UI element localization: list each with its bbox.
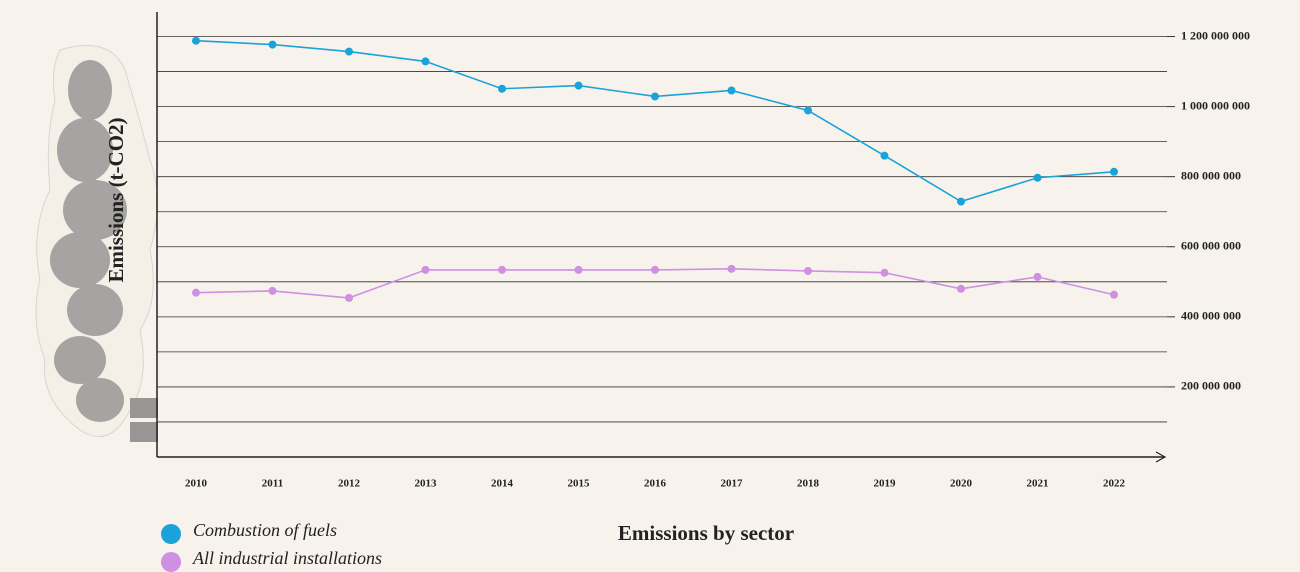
data-point [268, 40, 277, 49]
data-point [421, 265, 430, 274]
legend-label: Combustion of fuels [193, 520, 337, 540]
x-tick-label: 2022 [1103, 478, 1126, 490]
data-point [1033, 272, 1042, 281]
data-point [727, 86, 736, 95]
data-point [1110, 290, 1118, 299]
data-point [268, 286, 277, 295]
data-point [957, 197, 965, 206]
smoke-illustration [35, 45, 158, 442]
x-axis-arrow [1155, 451, 1167, 463]
x-tick-label: 2011 [262, 478, 283, 490]
x-tick-label: 2014 [491, 478, 514, 490]
data-point [192, 288, 200, 297]
y-tick-label: 1 200 000 000 [1181, 28, 1250, 42]
x-tick-label: 2017 [721, 478, 744, 490]
x-tick-label: 2016 [644, 478, 667, 490]
data-point [574, 265, 583, 274]
y-tick-label: 1 000 000 000 [1181, 98, 1250, 112]
chart-title: Emissions by sector [618, 521, 794, 545]
data-point [880, 151, 889, 160]
y-tick-label: 600 000 000 [1181, 239, 1241, 253]
x-tick-label: 2013 [415, 478, 438, 490]
data-point [651, 265, 659, 274]
data-point [192, 36, 200, 45]
legend-marker [161, 552, 181, 572]
data-point [651, 92, 659, 101]
data-point [880, 268, 889, 277]
data-point [498, 84, 506, 93]
x-tick-label: 2015 [568, 478, 591, 490]
x-tick-label: 2020 [950, 478, 973, 490]
legend-marker [161, 524, 181, 544]
data-point [1033, 173, 1042, 182]
data-point [345, 47, 353, 56]
x-tick-label: 2010 [185, 478, 208, 490]
legend-label: All industrial installations [192, 548, 382, 568]
y-tick-label: 400 000 000 [1181, 309, 1241, 323]
data-point [498, 265, 506, 274]
data-point [727, 264, 736, 273]
x-tick-label: 2012 [338, 478, 361, 490]
x-tick-label: 2019 [874, 478, 897, 490]
y-tick-label: 800 000 000 [1181, 168, 1241, 182]
data-point [574, 81, 583, 90]
data-point [804, 106, 812, 115]
data-point [1110, 167, 1118, 176]
data-point [421, 57, 430, 66]
series-line [195, 39, 1115, 203]
x-tick-label: 2021 [1027, 478, 1049, 490]
y-axis-label: Emissions (t-CO2) [104, 117, 128, 282]
data-point [345, 293, 353, 302]
y-tick-label: 200 000 000 [1181, 379, 1241, 393]
x-tick-label: 2018 [797, 478, 820, 490]
data-point [804, 266, 812, 275]
data-point [957, 284, 965, 293]
